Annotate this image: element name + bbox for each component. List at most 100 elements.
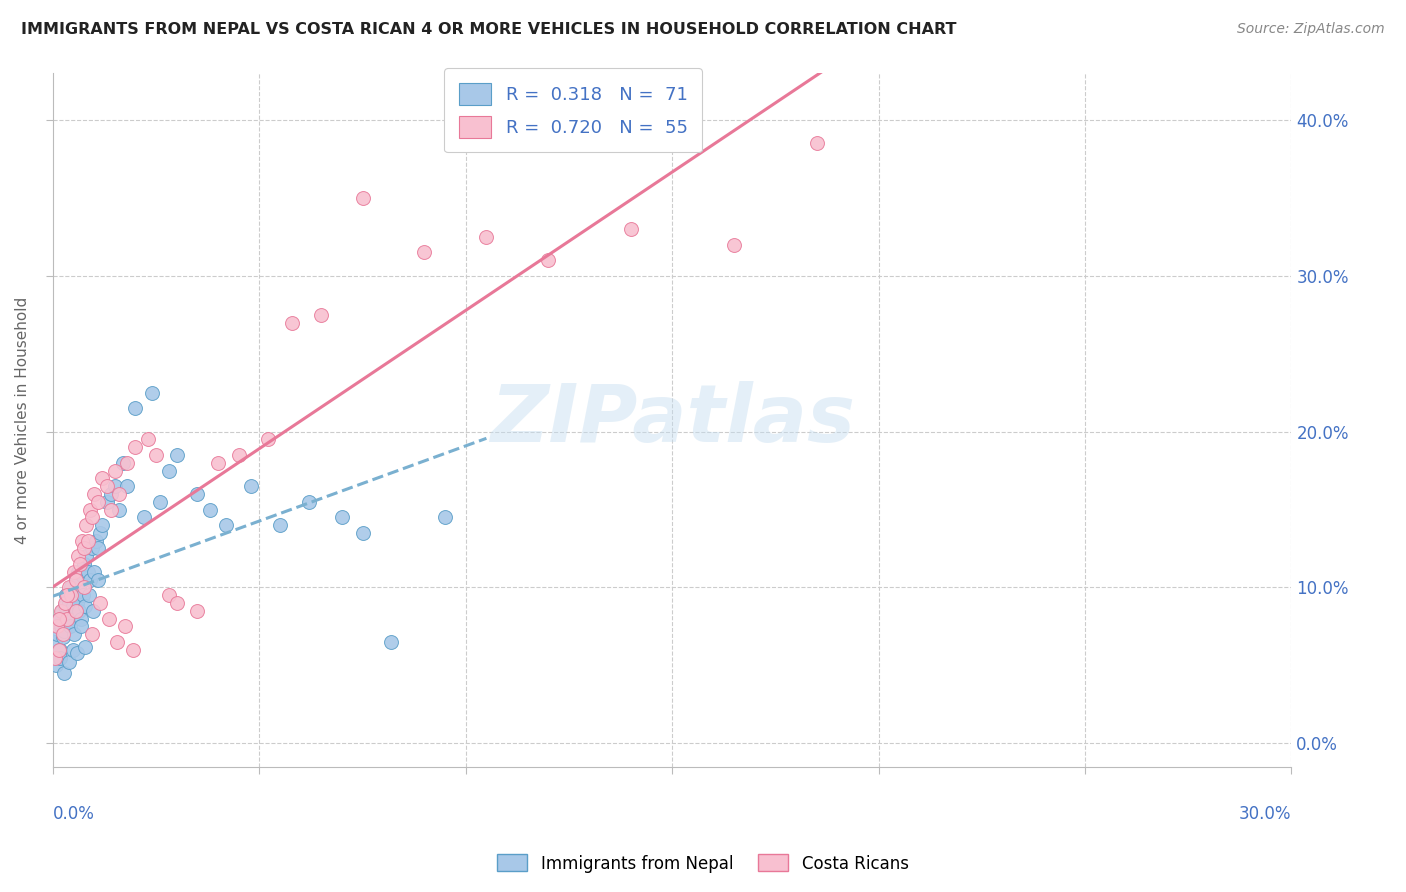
- Point: [186, 487, 208, 501]
- Text: Source: ZipAtlas.com: Source: ZipAtlas.com: [1237, 22, 1385, 37]
- Point: [46, 650, 69, 665]
- Point: [73, 541, 96, 556]
- Point: [108, 502, 131, 516]
- Point: [100, 502, 122, 516]
- Point: [49, 650, 72, 665]
- Point: [58, 655, 80, 669]
- Point: [69, 583, 91, 598]
- Text: IMMIGRANTS FROM NEPAL VS COSTA RICAN 4 OR MORE VEHICLES IN HOUSEHOLD CORRELATION: IMMIGRANTS FROM NEPAL VS COSTA RICAN 4 O…: [21, 22, 956, 37]
- Point: [67, 604, 90, 618]
- Point: [97, 611, 120, 625]
- Point: [62, 588, 84, 602]
- Point: [58, 608, 80, 623]
- Point: [84, 533, 107, 548]
- Point: [413, 245, 436, 260]
- Point: [104, 464, 127, 478]
- Point: [51, 619, 73, 633]
- Point: [186, 604, 208, 618]
- Point: [59, 619, 82, 633]
- Point: [620, 222, 643, 236]
- Point: [53, 624, 76, 638]
- Point: [132, 510, 155, 524]
- Point: [77, 533, 100, 548]
- Point: [240, 479, 263, 493]
- Point: [86, 573, 108, 587]
- Point: [806, 136, 828, 151]
- Point: [380, 635, 402, 649]
- Point: [207, 456, 229, 470]
- Point: [330, 510, 353, 524]
- Point: [62, 599, 84, 613]
- Point: [44, 635, 66, 649]
- Point: [46, 627, 69, 641]
- Point: [56, 615, 79, 629]
- Point: [104, 479, 127, 493]
- Point: [83, 565, 105, 579]
- Point: [48, 611, 70, 625]
- Point: [58, 581, 80, 595]
- Point: [723, 237, 745, 252]
- Point: [82, 510, 104, 524]
- Point: [65, 604, 87, 618]
- Point: [79, 573, 101, 587]
- Y-axis label: 4 or more Vehicles in Household: 4 or more Vehicles in Household: [15, 296, 30, 543]
- Point: [475, 230, 498, 244]
- Point: [72, 588, 94, 602]
- Point: [136, 433, 159, 447]
- Point: [228, 448, 250, 462]
- Point: [269, 518, 291, 533]
- Legend: R =  0.318   N =  71, R =  0.720   N =  55: R = 0.318 N = 71, R = 0.720 N = 55: [444, 69, 702, 153]
- Point: [149, 494, 172, 508]
- Point: [75, 518, 97, 533]
- Point: [55, 588, 77, 602]
- Point: [65, 573, 87, 587]
- Point: [87, 541, 110, 556]
- Point: [73, 557, 96, 571]
- Point: [69, 557, 91, 571]
- Point: [82, 627, 104, 641]
- Point: [82, 541, 104, 556]
- Point: [537, 253, 560, 268]
- Point: [198, 502, 221, 516]
- Point: [53, 599, 76, 613]
- Point: [66, 646, 89, 660]
- Point: [105, 635, 128, 649]
- Point: [46, 619, 69, 633]
- Point: [77, 588, 100, 602]
- Point: [51, 604, 73, 618]
- Point: [114, 619, 136, 633]
- Point: [66, 549, 89, 564]
- Point: [141, 385, 163, 400]
- Point: [75, 640, 97, 654]
- Point: [100, 487, 122, 501]
- Point: [52, 627, 75, 641]
- Point: [96, 494, 118, 508]
- Point: [56, 588, 79, 602]
- Point: [96, 479, 118, 493]
- Point: [62, 565, 84, 579]
- Point: [108, 487, 131, 501]
- Point: [52, 630, 75, 644]
- Point: [51, 604, 73, 618]
- Point: [87, 494, 110, 508]
- Point: [115, 479, 138, 493]
- Point: [124, 401, 146, 416]
- Point: [66, 565, 89, 579]
- Point: [82, 604, 104, 618]
- Point: [56, 611, 79, 625]
- Point: [434, 510, 457, 524]
- Point: [122, 642, 145, 657]
- Point: [70, 619, 93, 633]
- Point: [60, 581, 83, 595]
- Point: [91, 471, 114, 485]
- Point: [256, 433, 278, 447]
- Point: [112, 456, 135, 470]
- Point: [352, 525, 374, 540]
- Point: [44, 650, 66, 665]
- Point: [70, 533, 93, 548]
- Point: [53, 666, 76, 681]
- Point: [157, 464, 180, 478]
- Point: [62, 642, 84, 657]
- Point: [215, 518, 238, 533]
- Point: [49, 642, 72, 657]
